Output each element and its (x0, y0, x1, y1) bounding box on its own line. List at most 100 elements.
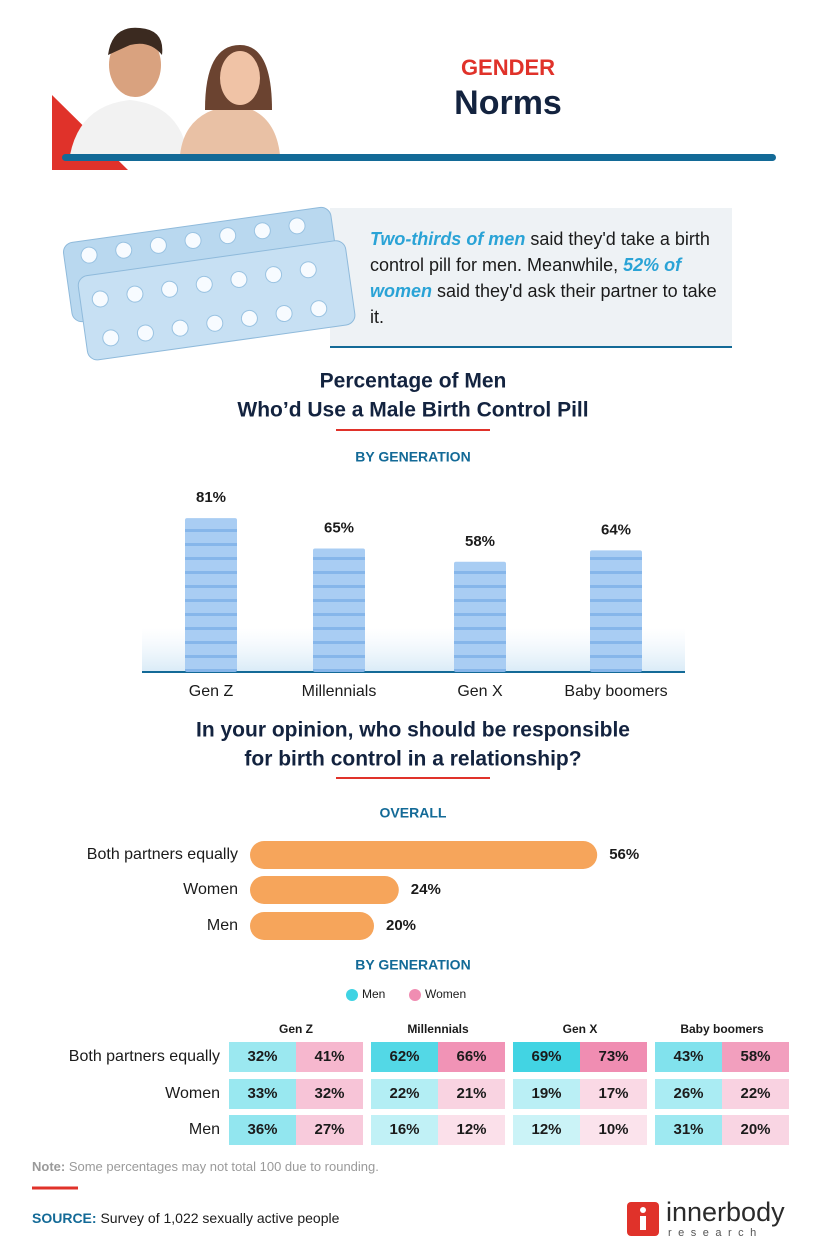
heat-cell (296, 1115, 363, 1145)
bar (590, 550, 642, 672)
heat-cell (513, 1115, 580, 1145)
legend-swatch (409, 989, 421, 1001)
header-kicker: GENDER (461, 55, 555, 80)
heat-cell (580, 1042, 647, 1072)
logo-mark-dot (640, 1207, 646, 1213)
note: Note: Some percentages may not total 100… (32, 1159, 379, 1174)
cell-label: 66% (456, 1048, 486, 1065)
cell-label: 31% (673, 1121, 703, 1138)
cell-label: 27% (314, 1121, 344, 1138)
cell-label: 22% (740, 1085, 770, 1102)
heat-cell (655, 1079, 722, 1109)
cell-label: 22% (389, 1085, 419, 1102)
bar (250, 912, 374, 940)
logo-name: innerbody (666, 1197, 785, 1227)
intro-highlight: Two-thirds of men (370, 229, 526, 249)
row-label: Men (189, 1121, 220, 1138)
chart-title: Who’d Use a Male Birth Control Pill (237, 399, 588, 422)
bar (250, 841, 598, 869)
heat-cell (438, 1115, 505, 1145)
heat-cell (438, 1042, 505, 1072)
cell-label: 62% (389, 1048, 419, 1065)
intro-text-part: said they'd take a birth control pill fo… (370, 229, 710, 275)
cell-label: 20% (740, 1121, 770, 1138)
value-label: 81% (196, 489, 226, 506)
value-label: 64% (601, 521, 631, 538)
x-tick-label: Gen X (457, 683, 503, 700)
legend-label: Women (425, 987, 466, 1001)
cell-label: 73% (598, 1048, 628, 1065)
pill-pack (63, 206, 356, 361)
source-text: Survey of 1,022 sexually active people (97, 1210, 340, 1226)
cell-label: 16% (389, 1121, 419, 1138)
heat-cell (655, 1042, 722, 1072)
cell-label: 43% (673, 1048, 703, 1065)
people-photo (70, 27, 280, 155)
bar (250, 876, 399, 904)
cell-label: 32% (247, 1048, 277, 1065)
intro-text: Two-thirds of men said they'd take a bir… (370, 226, 720, 330)
legend-swatch (346, 989, 358, 1001)
chart-subtitle: OVERALL (380, 805, 447, 821)
group-label: Gen Z (279, 1022, 313, 1036)
heat-cell (371, 1079, 438, 1109)
row-label: Women (165, 1085, 220, 1102)
value-label: 56% (609, 846, 639, 863)
heat-cell (655, 1115, 722, 1145)
chart-subtitle: BY GENERATION (355, 957, 470, 973)
cell-label: 10% (598, 1121, 628, 1138)
y-tick-label: Women (183, 881, 238, 898)
bar (185, 518, 237, 672)
x-tick-label: Gen Z (189, 683, 234, 700)
bar (454, 561, 506, 672)
logo-sub: research (668, 1227, 763, 1239)
bar (313, 548, 365, 672)
chart-title: for birth control in a relationship? (244, 748, 581, 771)
note-label: Note: (32, 1159, 65, 1174)
y-tick-label: Both partners equally (87, 846, 238, 863)
cell-label: 19% (531, 1085, 561, 1102)
heat-cell (580, 1079, 647, 1109)
source: SOURCE: Survey of 1,022 sexually active … (32, 1210, 340, 1226)
value-label: 20% (386, 917, 416, 934)
intro-box (330, 208, 732, 347)
heat-cell (722, 1042, 789, 1072)
value-label: 65% (324, 519, 354, 536)
cell-label: 12% (531, 1121, 561, 1138)
value-label: 58% (465, 533, 495, 550)
intro-highlight: 52% of women (370, 255, 682, 301)
chart-subtitle: BY GENERATION (355, 449, 470, 465)
y-tick-label: Men (207, 917, 238, 934)
intro-text-part: said they'd ask their partner to take it… (370, 281, 717, 327)
value-label: 24% (411, 881, 441, 898)
row-label: Both partners equally (69, 1048, 220, 1065)
group-label: Millennials (407, 1022, 469, 1036)
cell-label: 21% (456, 1085, 486, 1102)
cell-label: 32% (314, 1085, 344, 1102)
cell-label: 36% (247, 1121, 277, 1138)
logo-mark-glyph (640, 1216, 646, 1230)
cell-label: 41% (314, 1048, 344, 1065)
heat-cell (296, 1042, 363, 1072)
cell-label: 58% (740, 1048, 770, 1065)
cell-label: 12% (456, 1121, 486, 1138)
x-tick-label: Baby boomers (564, 683, 667, 700)
heat-cell (229, 1042, 296, 1072)
header-rule (62, 154, 776, 161)
legend-label: Men (362, 987, 385, 1001)
cell-label: 33% (247, 1085, 277, 1102)
chart-title: Percentage of Men (320, 370, 507, 393)
heat-cell (513, 1042, 580, 1072)
group-label: Baby boomers (680, 1022, 764, 1036)
heat-cell (296, 1079, 363, 1109)
cell-label: 17% (598, 1085, 628, 1102)
chart-title: In your opinion, who should be responsib… (196, 719, 630, 742)
note-text: Some percentages may not total 100 due t… (65, 1159, 379, 1174)
heat-cell (438, 1079, 505, 1109)
heat-cell (229, 1079, 296, 1109)
x-tick-label: Millennials (302, 683, 377, 700)
heat-cell (722, 1115, 789, 1145)
group-label: Gen X (563, 1022, 598, 1036)
heat-cell (580, 1115, 647, 1145)
